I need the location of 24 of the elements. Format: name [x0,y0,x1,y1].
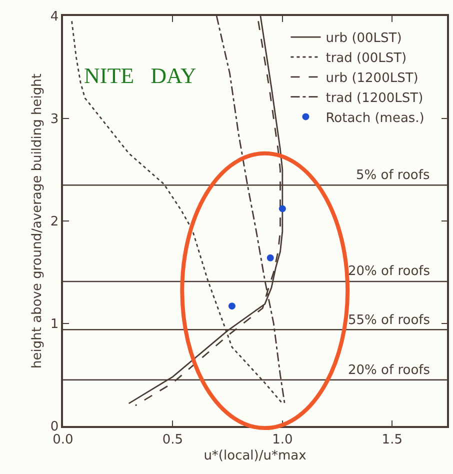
point [228,302,236,310]
ref-line-label: 20% of roofs [348,363,430,378]
y-tick-label: 0 [50,420,59,435]
x-tick-label: 1.5 [382,432,402,448]
y-axis-title: height above ground/average building height [30,74,45,368]
x-tick-label: 0.0 [52,432,74,448]
x-tick-label: 1.0 [272,432,293,448]
y-tick-label: 3 [50,112,59,128]
legend-label: trad (1200LST) [326,90,424,106]
legend-label: trad (00LST) [326,51,407,66]
legend-label: Rotach (meas.) [326,110,424,126]
y-tick-label: 4 [50,10,59,25]
legend-label: urb (00LST) [326,31,402,46]
annotation: NITE DAY [84,63,196,88]
point [266,254,274,262]
x-tick-label: 0.5 [162,432,184,448]
x-axis-title: u*(local)/u*max [204,448,307,464]
ref-line-label: 5% of roofs [356,168,430,183]
legend-label: urb (1200LST) [326,70,418,86]
y-tick-label: 1 [50,317,59,332]
ref-line-label: 55% of roofs [348,313,430,328]
ref-line-label: 20% of roofs [348,264,430,279]
point [278,205,286,212]
y-tick-label: 2 [50,214,59,230]
